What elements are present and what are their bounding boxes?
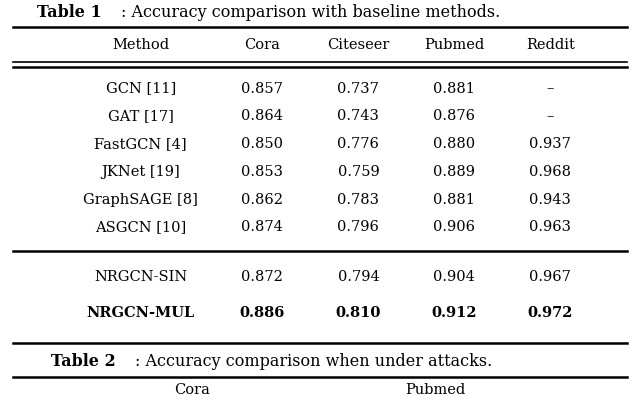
Text: 0.968: 0.968 xyxy=(529,165,572,179)
Text: 0.967: 0.967 xyxy=(529,270,572,284)
Text: 0.857: 0.857 xyxy=(241,82,284,95)
Text: 0.776: 0.776 xyxy=(337,137,380,151)
Text: GAT [17]: GAT [17] xyxy=(108,109,173,123)
Text: Cora: Cora xyxy=(174,383,210,394)
Text: : Accuracy comparison when under attacks.: : Accuracy comparison when under attacks… xyxy=(135,353,492,370)
Text: 0.737: 0.737 xyxy=(337,82,380,95)
Text: 0.943: 0.943 xyxy=(529,193,572,206)
Text: 0.963: 0.963 xyxy=(529,220,572,234)
Text: 0.972: 0.972 xyxy=(527,306,573,320)
Text: 0.850: 0.850 xyxy=(241,137,284,151)
Text: Pubmed: Pubmed xyxy=(405,383,465,394)
Text: Pubmed: Pubmed xyxy=(424,38,484,52)
Text: 0.876: 0.876 xyxy=(433,109,476,123)
Text: : Accuracy comparison with baseline methods.: : Accuracy comparison with baseline meth… xyxy=(121,4,500,21)
Text: GraphSAGE [8]: GraphSAGE [8] xyxy=(83,193,198,206)
Text: –: – xyxy=(547,82,554,95)
Text: 0.874: 0.874 xyxy=(241,220,284,234)
Text: NRGCN-SIN: NRGCN-SIN xyxy=(94,270,188,284)
Text: 0.912: 0.912 xyxy=(431,306,477,320)
Text: 0.743: 0.743 xyxy=(337,109,380,123)
Text: Table 2: Table 2 xyxy=(51,353,116,370)
Text: 0.881: 0.881 xyxy=(433,82,476,95)
Text: 0.881: 0.881 xyxy=(433,193,476,206)
Text: GCN [11]: GCN [11] xyxy=(106,82,176,95)
Text: 0.886: 0.886 xyxy=(240,306,285,320)
Text: 0.862: 0.862 xyxy=(241,193,284,206)
Text: 0.853: 0.853 xyxy=(241,165,284,179)
Text: Citeseer: Citeseer xyxy=(327,38,390,52)
Text: 0.796: 0.796 xyxy=(337,220,380,234)
Text: Reddit: Reddit xyxy=(526,38,575,52)
Text: 0.904: 0.904 xyxy=(433,270,476,284)
Text: Method: Method xyxy=(112,38,170,52)
Text: ASGCN [10]: ASGCN [10] xyxy=(95,220,186,234)
Text: 0.872: 0.872 xyxy=(241,270,284,284)
Text: NRGCN-MUL: NRGCN-MUL xyxy=(86,306,195,320)
Text: 0.880: 0.880 xyxy=(433,137,476,151)
Text: Table 1: Table 1 xyxy=(37,4,102,21)
Text: 0.864: 0.864 xyxy=(241,109,284,123)
Text: Cora: Cora xyxy=(244,38,280,52)
Text: 0.906: 0.906 xyxy=(433,220,476,234)
Text: –: – xyxy=(547,109,554,123)
Text: FastGCN [4]: FastGCN [4] xyxy=(95,137,187,151)
Text: JKNet [19]: JKNet [19] xyxy=(101,165,180,179)
Text: 0.810: 0.810 xyxy=(336,306,381,320)
Text: 0.937: 0.937 xyxy=(529,137,572,151)
Text: 0.794: 0.794 xyxy=(337,270,380,284)
Text: 0.759: 0.759 xyxy=(337,165,380,179)
Text: 0.889: 0.889 xyxy=(433,165,476,179)
Text: 0.783: 0.783 xyxy=(337,193,380,206)
